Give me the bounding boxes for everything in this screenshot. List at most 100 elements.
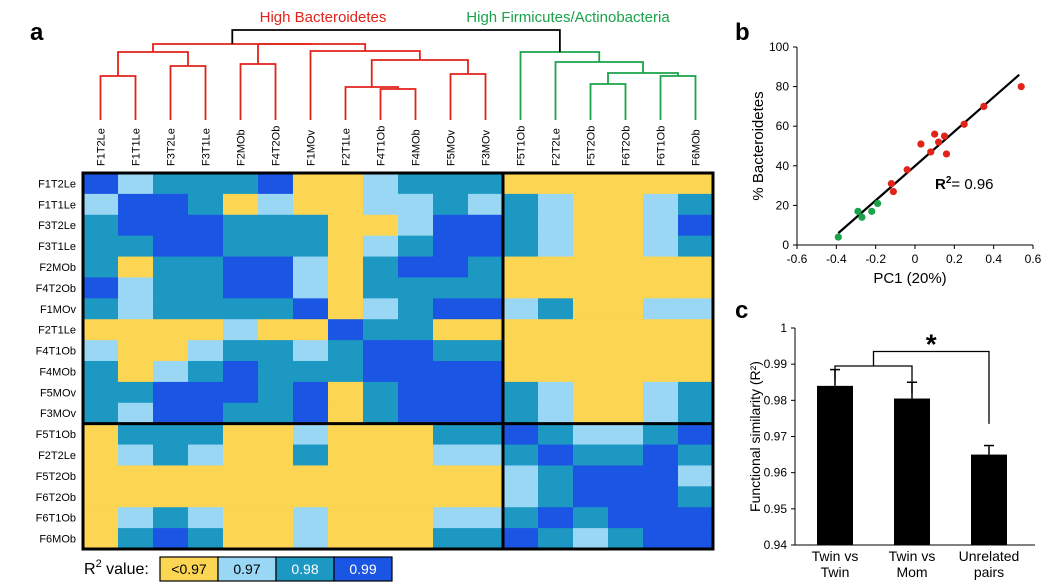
- heatmap-cell: [573, 235, 609, 258]
- heatmap-cell: [328, 486, 364, 508]
- heatmap-cell: [363, 298, 399, 320]
- heatmap-cell: [258, 214, 294, 237]
- heatmap-cell: [188, 214, 224, 237]
- heatmap-cell: [223, 486, 259, 508]
- dendrogram-branch: [152, 43, 312, 52]
- category-label: Twin: [821, 564, 850, 580]
- heatmap-cell: [643, 173, 679, 195]
- dendrogram-branch: [117, 51, 189, 76]
- heatmap-cell: [188, 465, 224, 487]
- column-label: F3MOv: [481, 129, 493, 166]
- panel-c-label: c: [735, 297, 748, 324]
- row-label: F4T2Ob: [36, 283, 76, 295]
- heatmap-cell: [223, 528, 259, 550]
- heatmap-cell: [258, 193, 294, 216]
- bar: [817, 385, 853, 545]
- heatmap-cell: [468, 444, 504, 466]
- heatmap-cell: [468, 381, 504, 404]
- heatmap-cell: [363, 173, 399, 195]
- heatmap-cell: [118, 528, 154, 550]
- heatmap-cell: [363, 256, 399, 278]
- heatmap-cell: [433, 298, 469, 320]
- heatmap-cell: [398, 235, 434, 258]
- heatmap-cell: [83, 319, 119, 341]
- heatmap-cell: [118, 465, 154, 487]
- heatmap-cell: [153, 444, 189, 466]
- legend-label: 0.97: [233, 561, 260, 577]
- y-tick-label: 0.97: [764, 430, 788, 444]
- heatmap-cell: [118, 235, 154, 258]
- heatmap-cell: [538, 361, 574, 383]
- x-tick-label: 0.4: [985, 252, 1002, 266]
- row-label: F2MOb: [39, 262, 76, 274]
- heatmap-cell: [503, 193, 539, 216]
- heatmap-cell: [678, 507, 714, 529]
- heatmap-cell: [153, 465, 189, 487]
- heatmap-cell: [258, 444, 294, 466]
- heatmap-cell: [573, 381, 609, 404]
- heatmap-cell: [258, 319, 294, 341]
- heatmap-cell: [293, 381, 329, 404]
- heatmap-cell: [83, 361, 119, 383]
- dendrogram-branch: [257, 43, 367, 64]
- heatmap-cell: [678, 381, 714, 404]
- y-tick-label: 60: [776, 119, 790, 133]
- heatmap-cell: [433, 235, 469, 258]
- heatmap-cell: [328, 528, 364, 550]
- heatmap-cell: [118, 507, 154, 529]
- heatmap-cell: [433, 528, 469, 550]
- heatmap-cell: [258, 298, 294, 320]
- heatmap-cell: [433, 444, 469, 466]
- heatmap-cell: [328, 361, 364, 383]
- heatmap-cell: [118, 381, 154, 404]
- heatmap-cell: [363, 235, 399, 258]
- column-label: F1T2Le: [96, 128, 108, 166]
- scatter-point: [940, 132, 949, 140]
- r-squared-annotation: R2= 0.96: [935, 175, 994, 193]
- heatmap-column-labels: F1T2Le F1T1Le F3T2Le F3T1Le F2MOb F4T2Ob F1MOv…: [96, 126, 703, 166]
- row-label: F2T2Le: [38, 450, 76, 462]
- dendrogram-branch: [309, 50, 421, 120]
- heatmap-cell: [678, 173, 714, 195]
- heatmap-cell: [538, 507, 574, 529]
- heatmap-cell: [608, 340, 644, 362]
- heatmap-cell: [83, 235, 119, 258]
- heatmap-cell: [538, 319, 574, 341]
- heatmap-cell: [433, 319, 469, 341]
- category-label: Mom: [896, 564, 927, 580]
- heatmap-cell: [433, 465, 469, 487]
- heatmap-cell: [363, 361, 399, 383]
- legend-label: <0.97: [171, 561, 207, 577]
- heatmap-cell: [608, 214, 644, 237]
- heatmap-cell: [573, 173, 609, 195]
- scatter-point: [868, 207, 876, 215]
- heatmap-cell: [363, 486, 399, 508]
- heatmap-cell: [678, 486, 714, 508]
- heatmap-legend: R2 value: <0.97 0.97 0.98 0.99: [84, 556, 393, 582]
- scatter-point: [1017, 83, 1025, 91]
- heatmap-cell: [433, 402, 469, 425]
- scatter-point: [834, 233, 842, 241]
- y-tick-label: 100: [769, 40, 789, 54]
- heatmap-cell: [643, 277, 679, 299]
- column-label: F2MOb: [236, 129, 248, 166]
- heatmap-cell: [573, 507, 609, 529]
- heatmap-cell: [503, 528, 539, 550]
- heatmap-cell: [188, 193, 224, 216]
- heatmap-cell: [608, 173, 644, 195]
- heatmap-cell: [83, 528, 119, 550]
- heatmap-cell: [643, 528, 679, 550]
- column-label: F5T2Ob: [586, 126, 598, 166]
- heatmap-cell: [328, 423, 364, 446]
- heatmap-cell: [223, 465, 259, 487]
- row-label: F4MOb: [39, 366, 76, 378]
- heatmap-cell: [293, 465, 329, 487]
- scatter-point: [874, 199, 882, 208]
- heatmap-cell: [503, 444, 539, 466]
- heatmap-cell: [503, 214, 539, 237]
- heatmap-cell: [293, 528, 329, 550]
- heatmap-cell: [678, 444, 714, 466]
- heatmap-cell: [153, 423, 189, 446]
- heatmap-cell: [573, 444, 609, 466]
- heatmap-cell: [153, 173, 189, 195]
